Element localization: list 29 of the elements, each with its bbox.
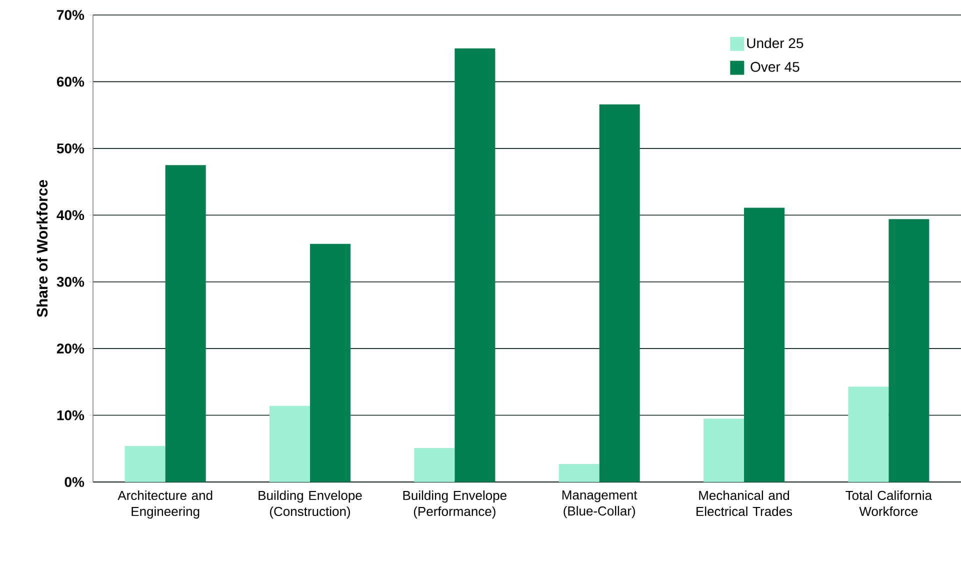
bar: [414, 448, 455, 482]
x-tick-label: Mechanical and Electrical Trades: [696, 490, 792, 516]
y-tick-label: 60%: [56, 76, 84, 87]
y-tick-label: 10%: [57, 410, 84, 420]
x-tick-label: Building Envelope (Performance): [403, 490, 506, 519]
y-tick-label: 40%: [56, 210, 84, 220]
y-tick-label: 0%: [64, 477, 84, 487]
bar: [270, 406, 310, 482]
bar: [165, 165, 206, 482]
x-tick-label: Management (Blue-Collar): [562, 490, 638, 518]
x-tick-label: Total California Workforce: [846, 490, 932, 516]
y-axis-title: Share of Workforce: [36, 180, 48, 318]
x-tick-label: Building Envelope (Construction): [258, 490, 362, 519]
x-tick-label: Architecture and Engineering: [118, 490, 212, 519]
legend-label: Over 45: [750, 62, 800, 72]
bar: [888, 219, 930, 482]
bar: [599, 104, 640, 482]
y-tick-label: 70%: [57, 10, 84, 20]
bar: [704, 418, 744, 482]
y-tick-label: 50%: [56, 143, 84, 154]
y-tick-label: 30%: [56, 276, 84, 287]
bar: [124, 446, 166, 482]
bar: [558, 464, 600, 482]
bar: [310, 244, 351, 482]
bar: [744, 208, 785, 482]
bar: [848, 386, 889, 482]
legend-label: Under 25: [747, 38, 804, 48]
bar: [454, 48, 496, 482]
y-tick-label: 20%: [56, 344, 84, 354]
